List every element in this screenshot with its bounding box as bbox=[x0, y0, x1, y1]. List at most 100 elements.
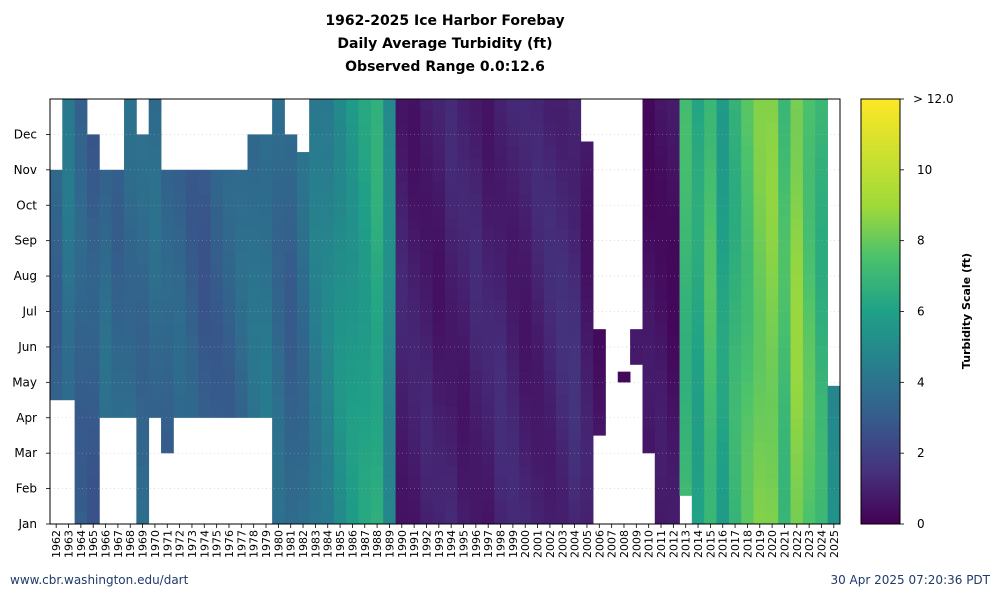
heatmap-cell-band bbox=[395, 252, 409, 265]
heatmap-cell-band bbox=[741, 464, 754, 478]
heatmap-cell-band bbox=[333, 335, 347, 348]
heatmap-cell-band bbox=[333, 512, 347, 525]
heatmap-cell-band bbox=[445, 370, 458, 383]
heatmap-cell-band bbox=[370, 311, 384, 324]
heatmap-cell-band bbox=[642, 217, 656, 230]
heatmap-cell-band bbox=[728, 217, 742, 230]
heatmap-cell-band bbox=[111, 394, 125, 407]
heatmap-cell-band bbox=[358, 453, 372, 466]
heatmap-cell-band bbox=[333, 205, 347, 218]
heatmap-cell-band bbox=[691, 99, 705, 112]
heatmap-cell-band bbox=[765, 146, 779, 159]
heatmap-cell-band bbox=[815, 228, 828, 241]
heatmap-cell-band bbox=[333, 358, 347, 371]
heatmap-cell-band bbox=[716, 323, 730, 336]
heatmap-cell-band bbox=[432, 134, 446, 147]
heatmap-cell-band bbox=[136, 287, 150, 300]
heatmap-cell-band bbox=[407, 169, 421, 182]
heatmap-cell-band bbox=[309, 169, 322, 182]
heatmap-cell-band bbox=[815, 287, 828, 300]
heatmap-cell-band bbox=[778, 276, 791, 289]
heatmap-cell-band bbox=[790, 287, 804, 300]
heatmap-cell-band bbox=[346, 464, 359, 478]
heatmap-cell-band bbox=[741, 134, 754, 147]
heatmap-cell-band bbox=[395, 110, 409, 123]
heatmap-cell-band bbox=[753, 441, 767, 454]
heatmap-cell-band bbox=[679, 99, 693, 111]
heatmap-cell-band bbox=[765, 311, 779, 324]
year-column-2023 bbox=[802, 99, 816, 525]
heatmap-cell-band bbox=[383, 205, 396, 218]
heatmap-cell-band bbox=[445, 323, 458, 336]
heatmap-cell-band bbox=[333, 500, 347, 513]
heatmap-cell-band bbox=[407, 146, 421, 159]
heatmap-cell-band bbox=[432, 287, 446, 300]
heatmap-cell-band bbox=[87, 453, 100, 466]
heatmap-cell-band bbox=[568, 122, 582, 135]
heatmap-cell-band bbox=[469, 488, 483, 501]
heatmap-cell-band bbox=[222, 382, 236, 395]
footer-source-link[interactable]: www.cbr.washington.edu/dart bbox=[10, 573, 189, 587]
heatmap-cell-band bbox=[469, 299, 483, 312]
heatmap-cell-band bbox=[420, 311, 433, 324]
heatmap-cell-band bbox=[778, 146, 791, 159]
heatmap-cell-band bbox=[111, 382, 125, 395]
heatmap-cell-band bbox=[482, 512, 495, 525]
heatmap-cell-band bbox=[370, 441, 384, 454]
heatmap-cell-band bbox=[679, 215, 693, 228]
heatmap-cell-band bbox=[124, 193, 137, 206]
heatmap-cell-band bbox=[432, 417, 446, 430]
heatmap-cell-band bbox=[383, 240, 396, 253]
heatmap-cell-band bbox=[124, 181, 137, 194]
heatmap-cell-band bbox=[50, 227, 63, 240]
heatmap-cell-band bbox=[383, 217, 396, 230]
heatmap-cell-band bbox=[370, 264, 384, 277]
heatmap-cell-band bbox=[235, 335, 248, 348]
heatmap-cell-band bbox=[568, 358, 582, 371]
heatmap-cell-band bbox=[667, 158, 680, 171]
heatmap-cell-band bbox=[74, 134, 88, 147]
heatmap-cell-band bbox=[272, 158, 285, 171]
year-column-2014 bbox=[691, 99, 705, 525]
heatmap-cell-band bbox=[704, 205, 717, 218]
heatmap-cell-band bbox=[136, 476, 150, 489]
heatmap-cell-band bbox=[407, 358, 421, 371]
heatmap-cell-band bbox=[679, 414, 693, 426]
heatmap-cell-band bbox=[642, 240, 656, 253]
heatmap-cell-band bbox=[62, 318, 75, 331]
year-column-2020 bbox=[765, 99, 779, 525]
heatmap-cell-band bbox=[790, 417, 804, 430]
heatmap-cell-band bbox=[284, 464, 298, 478]
heatmap-cell-band bbox=[704, 429, 717, 442]
heatmap-cell-band bbox=[568, 99, 582, 112]
heatmap-cell-band bbox=[642, 311, 656, 324]
heatmap-cell-band bbox=[445, 382, 458, 395]
heatmap-cell-band bbox=[506, 394, 520, 407]
year-column-1984 bbox=[321, 99, 335, 525]
heatmap-cell-band bbox=[531, 323, 545, 336]
heatmap-cell-band bbox=[370, 252, 384, 265]
heatmap-cell-band bbox=[111, 228, 125, 241]
heatmap-cell-band bbox=[259, 346, 273, 360]
heatmap-cell-band bbox=[272, 346, 285, 360]
x-tick-label: 2021 bbox=[778, 530, 791, 558]
heatmap-cell-band bbox=[716, 512, 730, 525]
heatmap-cell-band bbox=[753, 134, 767, 147]
heatmap-cell-band bbox=[432, 252, 446, 265]
heatmap-cell-band bbox=[445, 405, 458, 419]
heatmap-cell-band bbox=[778, 122, 791, 135]
heatmap-cell-band bbox=[704, 500, 717, 513]
heatmap-cell-band bbox=[272, 181, 285, 194]
heatmap-cell-band bbox=[457, 181, 470, 194]
heatmap-cell-band bbox=[50, 319, 63, 332]
heatmap-cell-band bbox=[753, 323, 767, 336]
heatmap-cell-band bbox=[728, 146, 742, 159]
heatmap-cell-band bbox=[222, 311, 236, 324]
heatmap-cell-band bbox=[704, 99, 717, 112]
heatmap-cell-band bbox=[432, 228, 446, 241]
heatmap-cell-band bbox=[815, 441, 828, 454]
heatmap-cell-band bbox=[728, 122, 742, 135]
heatmap-cell-band bbox=[62, 110, 75, 123]
heatmap-cell-band bbox=[284, 488, 298, 501]
heatmap-cell-band bbox=[358, 276, 372, 289]
